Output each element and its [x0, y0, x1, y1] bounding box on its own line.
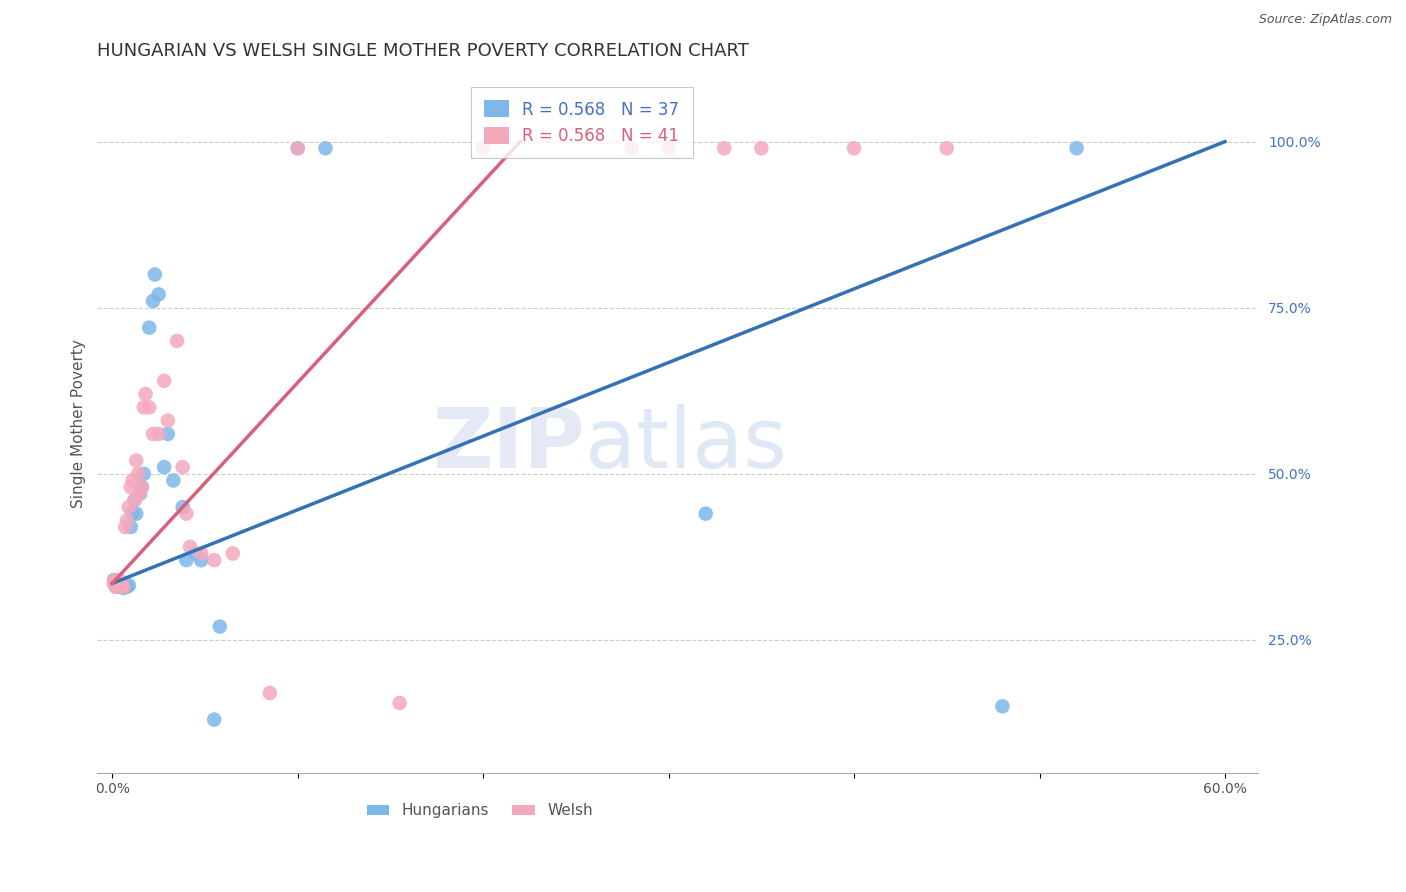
Point	[124, 493, 146, 508]
Point	[166, 334, 188, 348]
Point	[138, 401, 160, 415]
Point	[148, 287, 170, 301]
Point	[112, 580, 135, 594]
Point	[620, 141, 643, 155]
Point	[472, 141, 495, 155]
Point	[190, 553, 212, 567]
Point	[103, 573, 125, 587]
Point	[120, 520, 142, 534]
Point	[172, 460, 194, 475]
Point	[143, 268, 166, 282]
Point	[388, 696, 411, 710]
Point	[103, 576, 125, 591]
Point	[125, 453, 148, 467]
Point	[202, 553, 225, 567]
Point	[222, 547, 245, 561]
Point	[127, 467, 149, 481]
Point	[129, 487, 152, 501]
Point	[259, 686, 281, 700]
Text: Source: ZipAtlas.com: Source: ZipAtlas.com	[1258, 13, 1392, 27]
Point	[124, 493, 146, 508]
Point	[153, 460, 176, 475]
Text: ZIP: ZIP	[433, 404, 585, 485]
Point	[103, 573, 125, 587]
Point	[135, 387, 157, 401]
Point	[114, 520, 136, 534]
Point	[156, 426, 179, 441]
Point	[104, 580, 127, 594]
Point	[118, 500, 141, 514]
Point	[172, 500, 194, 514]
Point	[131, 480, 153, 494]
Point	[104, 580, 127, 594]
Point	[142, 294, 165, 309]
Point	[314, 141, 336, 155]
Point	[114, 580, 136, 594]
Legend: Hungarians, Welsh: Hungarians, Welsh	[360, 797, 599, 824]
Point	[115, 580, 138, 594]
Point	[842, 141, 865, 155]
Point	[107, 578, 129, 592]
Point	[287, 141, 309, 155]
Point	[713, 141, 735, 155]
Point	[1066, 141, 1088, 155]
Point	[110, 580, 132, 594]
Y-axis label: Single Mother Poverty: Single Mother Poverty	[72, 340, 86, 508]
Point	[190, 547, 212, 561]
Point	[121, 507, 143, 521]
Point	[148, 426, 170, 441]
Text: atlas: atlas	[585, 404, 787, 485]
Point	[935, 141, 957, 155]
Point	[108, 573, 131, 587]
Point	[162, 474, 184, 488]
Text: HUNGARIAN VS WELSH SINGLE MOTHER POVERTY CORRELATION CHART: HUNGARIAN VS WELSH SINGLE MOTHER POVERTY…	[97, 42, 749, 60]
Point	[107, 580, 129, 594]
Point	[153, 374, 176, 388]
Point	[104, 576, 127, 591]
Point	[110, 580, 132, 594]
Point	[120, 480, 142, 494]
Point	[202, 713, 225, 727]
Point	[125, 507, 148, 521]
Point	[749, 141, 772, 155]
Point	[118, 578, 141, 592]
Point	[132, 401, 155, 415]
Point	[103, 576, 125, 591]
Point	[132, 467, 155, 481]
Point	[129, 487, 152, 501]
Point	[131, 480, 153, 494]
Point	[695, 507, 717, 521]
Point	[115, 513, 138, 527]
Point	[176, 507, 198, 521]
Point	[287, 141, 309, 155]
Point	[121, 474, 143, 488]
Point	[156, 414, 179, 428]
Point	[112, 581, 135, 595]
Point	[991, 699, 1014, 714]
Point	[208, 619, 231, 633]
Point	[184, 547, 207, 561]
Point	[176, 553, 198, 567]
Point	[107, 580, 129, 594]
Point	[658, 141, 681, 155]
Point	[138, 320, 160, 334]
Point	[108, 580, 131, 594]
Point	[142, 426, 165, 441]
Point	[179, 540, 201, 554]
